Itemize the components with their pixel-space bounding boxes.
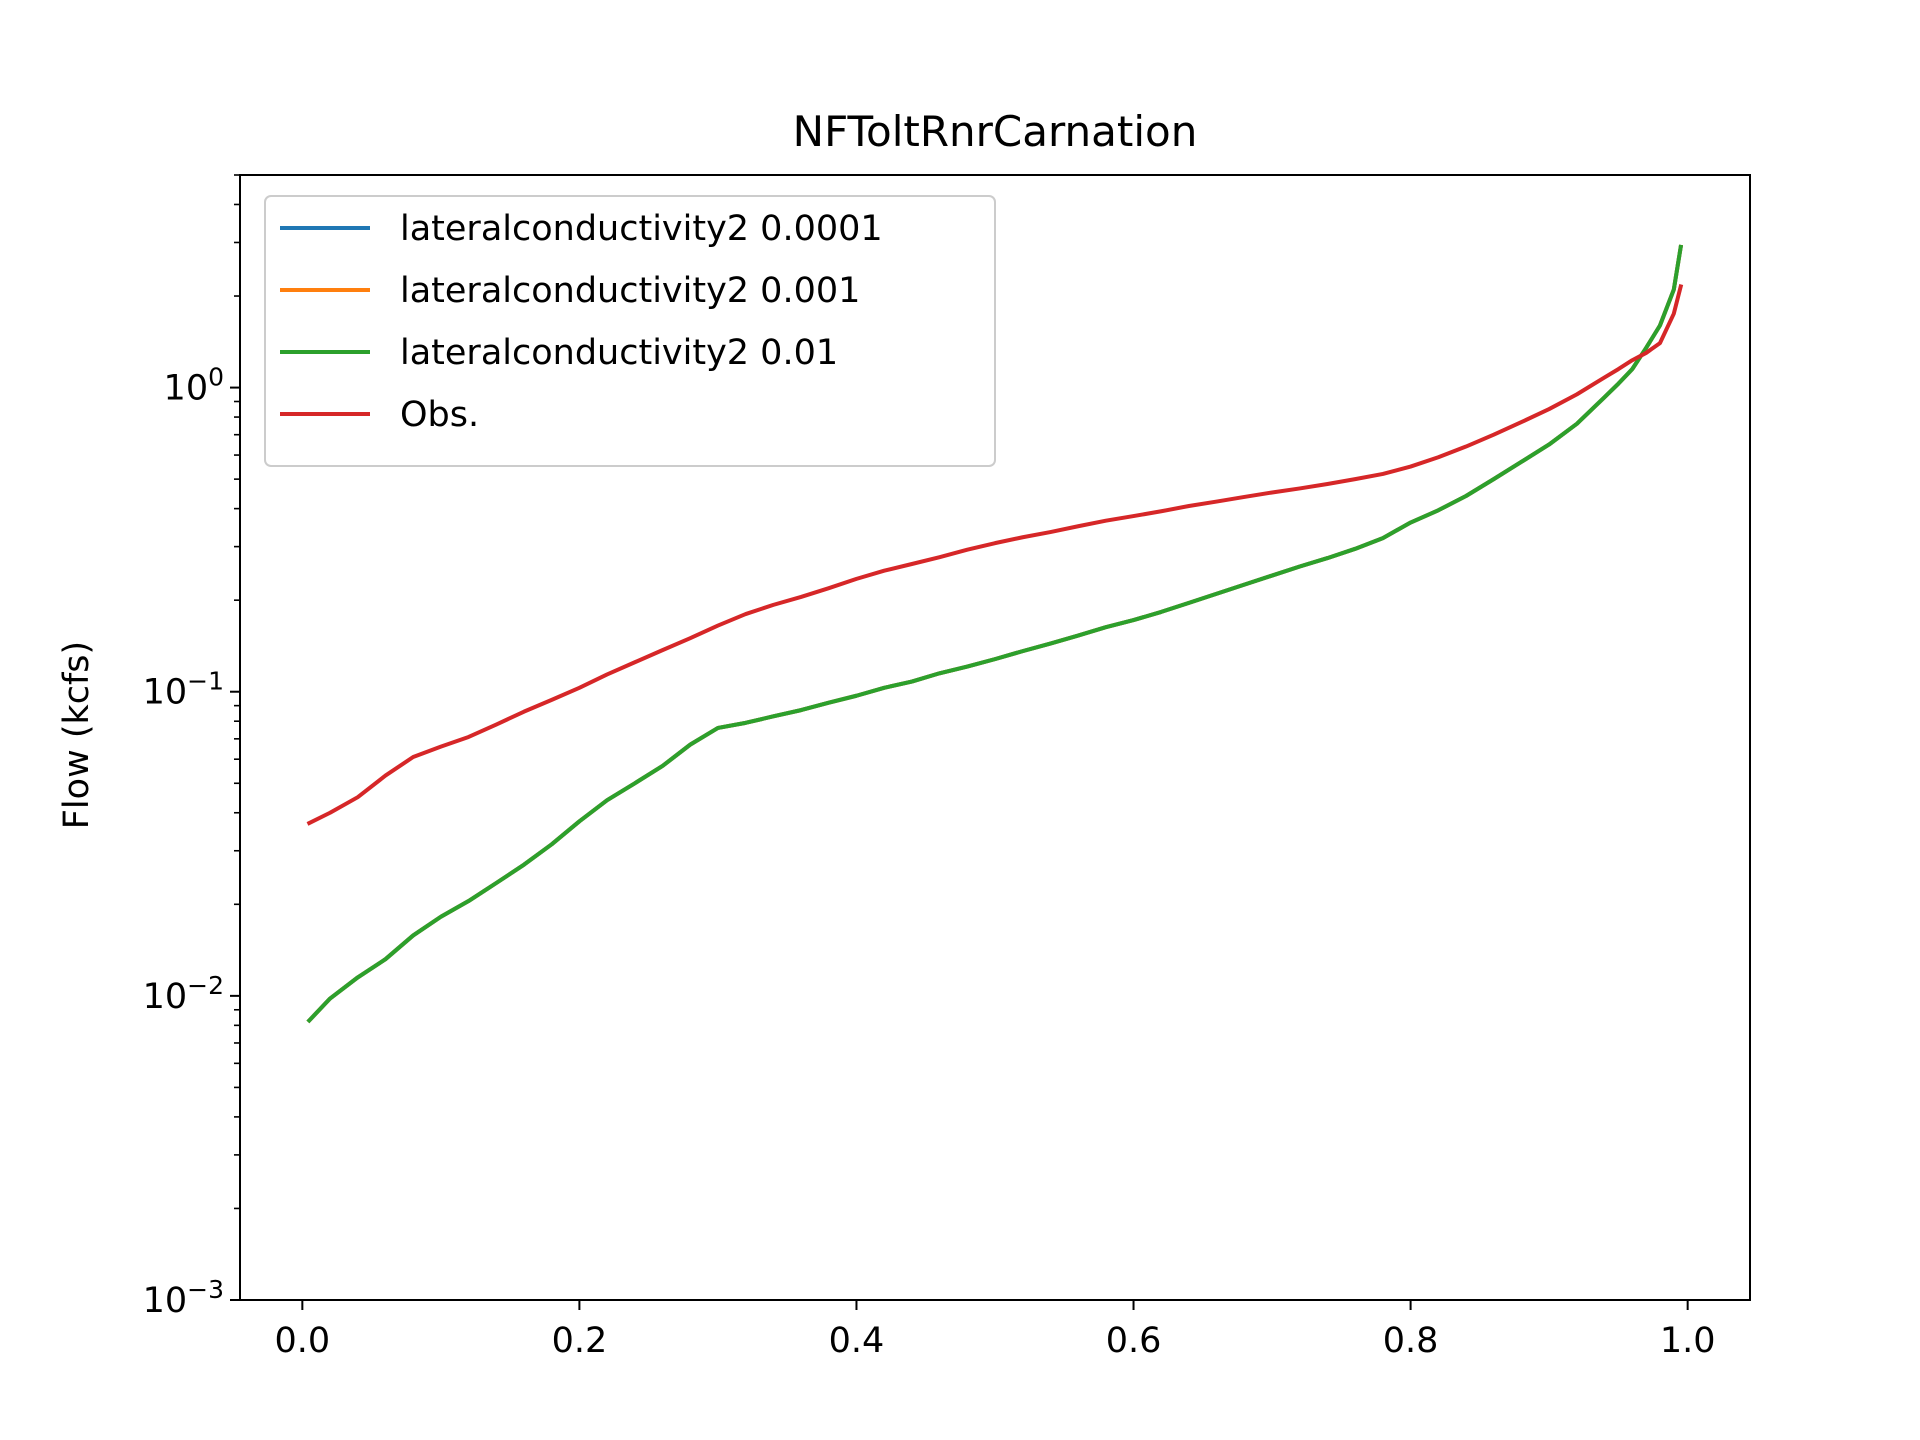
series-line-2 xyxy=(306,244,1684,1024)
legend-label-2: lateralconductivity2 0.01 xyxy=(400,333,838,373)
x-tick-label: 0.8 xyxy=(1383,1321,1439,1361)
legend-label-1: lateralconductivity2 0.001 xyxy=(400,271,860,311)
legend-box xyxy=(264,195,996,467)
legend-label-0: lateralconductivity2 0.0001 xyxy=(400,209,883,249)
x-tick-label: 1.0 xyxy=(1660,1321,1716,1361)
legend: lateralconductivity2 0.0001 lateralconduc… xyxy=(264,195,996,467)
legend-label-3: Obs. xyxy=(400,395,479,435)
y-axis-title: Flow (kcfs) xyxy=(57,641,97,829)
x-tick-label: 0.2 xyxy=(552,1321,608,1361)
chart-title: NFToltRnrCarnation xyxy=(793,107,1198,156)
y-tick-label: 10−1 xyxy=(143,667,224,713)
x-tick-label: 0.0 xyxy=(275,1321,331,1361)
plot-area: 0.0 0.2 0.4 0.6 0.8 1.0 10−3 10−2 10−1 100 xyxy=(143,174,1751,1361)
y-tick-label: 10−3 xyxy=(143,1275,224,1321)
series-line-3 xyxy=(306,284,1684,826)
axes-frame xyxy=(239,174,1751,1301)
x-tick-label: 0.6 xyxy=(1106,1321,1162,1361)
x-tick-label: 0.4 xyxy=(829,1321,885,1361)
y-tick-label: 100 xyxy=(164,363,224,409)
y-tick-label: 10−2 xyxy=(143,971,224,1017)
